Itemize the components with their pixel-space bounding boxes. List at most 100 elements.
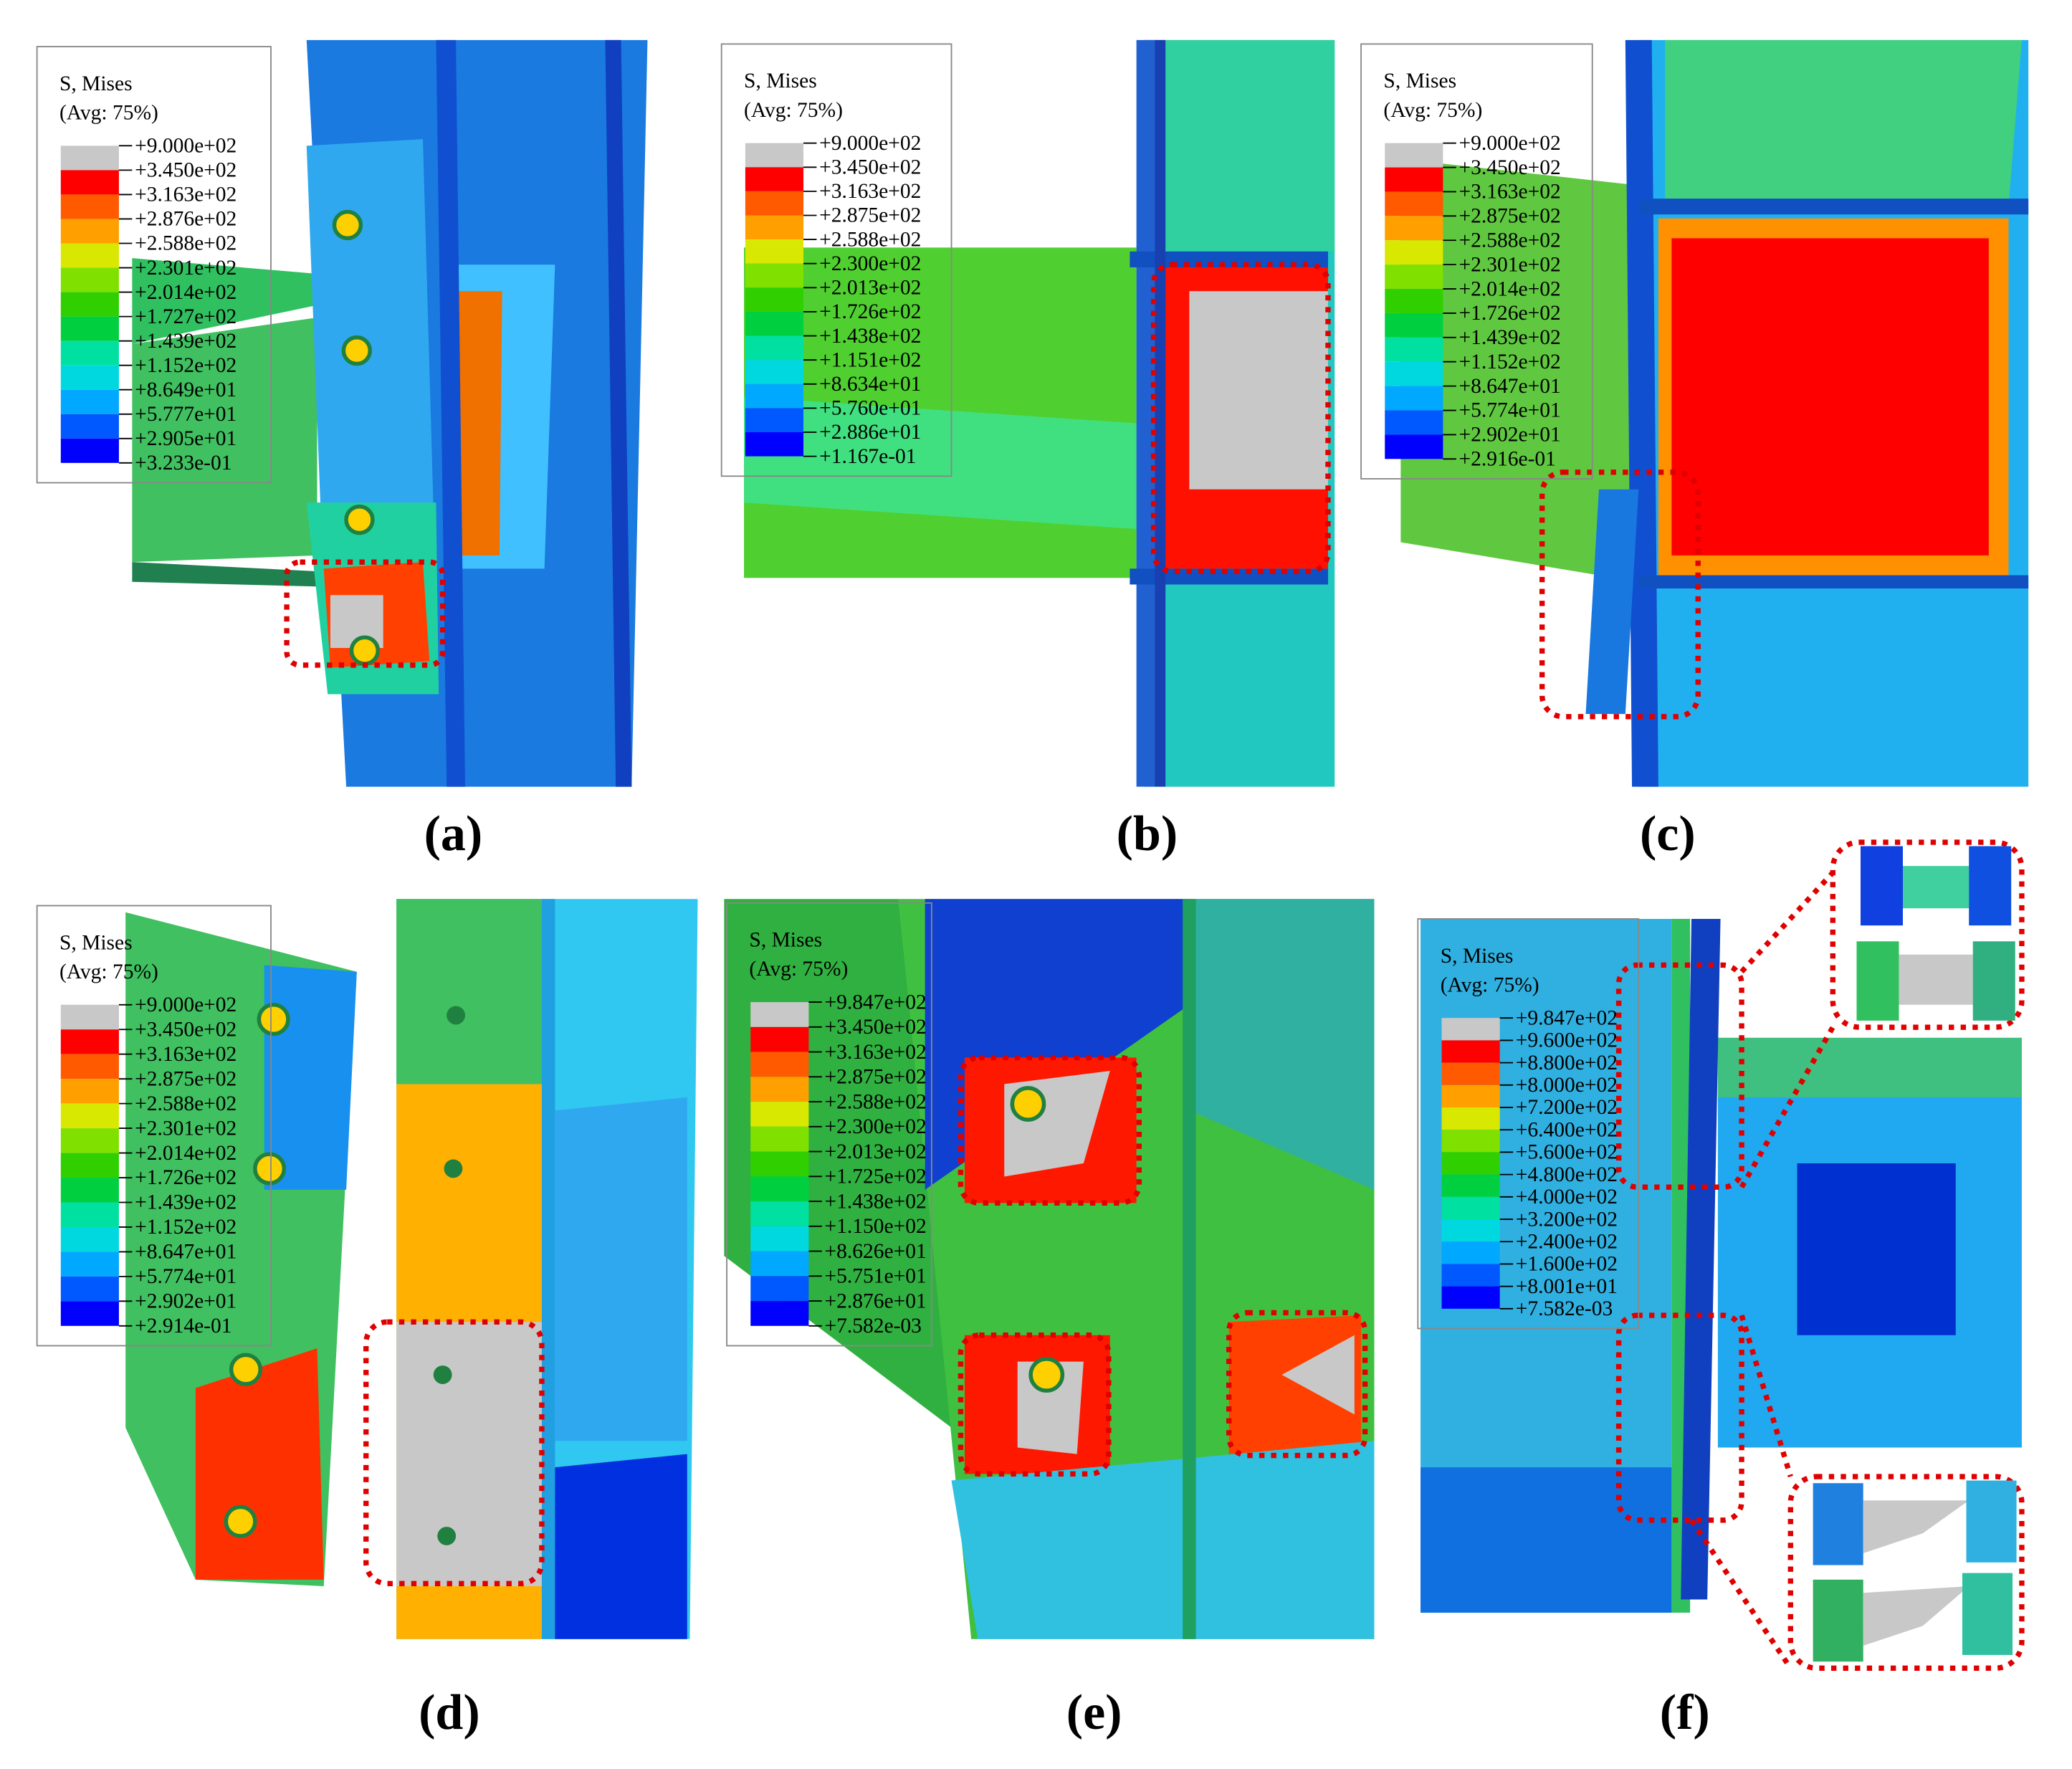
legend-tick-label: +8.649e+01 [135,378,237,401]
legend-tick-label: +3.450e+02 [1459,156,1561,179]
legend-subtitle: (Avg: 75%) [744,99,843,122]
legend-title: S, Mises [1441,945,1514,968]
legend-tick-label: +5.774e+01 [135,1265,237,1288]
legend-tick-label: +3.163e+02 [819,180,921,203]
legend-band [750,1102,809,1127]
legend-band [745,360,803,384]
legend-box [36,905,272,1347]
legend-tick-label: +2.914e-01 [135,1315,231,1338]
legend-tick-label: +2.876e+01 [825,1289,927,1312]
legend-tick-label: +1.152e+02 [135,354,237,377]
legends: S, Mises(Avg: 75%)+9.000e+02+3.450e+02+3… [36,43,1710,1740]
legend-tick-label: +1.726e+02 [135,1166,237,1189]
legend-band [60,267,119,292]
legend-band [745,432,803,457]
legend-tick-label: +2.588e+02 [825,1090,927,1113]
panel-label: (a) [424,806,483,862]
legend-tick-label: +2.588e+02 [819,228,921,251]
legend-tick-label: +2.876e+02 [135,208,237,231]
legend-tick-label: +1.727e+02 [135,305,237,328]
panel-label: (b) [1117,806,1178,862]
legend-band [60,316,119,341]
legend-band [1441,1219,1500,1242]
legend-tick-label: +9.847e+02 [825,991,927,1014]
legend-band [750,1052,809,1077]
legend-band [60,292,119,317]
legend-band [745,263,803,288]
legend-tick-label: +2.905e+01 [135,427,237,450]
legend-tick-label: +1.150e+02 [825,1215,927,1238]
legend-tick-label: +1.151e+02 [819,348,921,371]
legend-band [750,1077,809,1102]
legend-tick-label: +1.726e+02 [1459,302,1561,325]
legend-tick-label: +1.438e+02 [825,1190,927,1213]
legend-band [60,1178,119,1203]
legend-band [1441,1040,1500,1063]
legend-band [60,340,119,366]
legend-tick-label: +3.163e+02 [1459,181,1561,204]
legend-band [1441,1018,1500,1041]
legend-box [36,46,272,484]
legend-band [750,1026,809,1052]
legend-tick-label: +7.200e+02 [1516,1096,1618,1119]
legend-band [1385,410,1443,435]
legend-tick-label: +6.400e+02 [1516,1118,1618,1141]
legend-tick-label: +2.875e+02 [819,204,921,227]
legend-band [1441,1062,1500,1085]
legend-band [745,311,803,336]
legend-tick-label: +2.875e+02 [135,1067,237,1090]
legend-band [60,389,119,414]
legend-band [1385,361,1443,386]
legend-band [1441,1286,1500,1309]
legend-band [60,146,119,171]
legend-band [750,1151,809,1177]
panel-label: (e) [1066,1685,1122,1740]
legend-tick-label: +2.875e+02 [1459,205,1561,228]
legend-band [1385,191,1443,216]
legend-band [60,1276,119,1302]
legend-tick-label: +5.760e+01 [819,397,921,420]
legend-band [745,239,803,264]
legend-box [720,43,953,477]
legend-band [1385,289,1443,313]
legend-tick-label: +8.634e+01 [819,373,921,396]
legend-band [1441,1241,1500,1264]
legend-band [750,1126,809,1152]
legend-band [60,1251,119,1277]
legend-tick-label: +9.000e+02 [135,135,237,158]
legend-tick-label: +8.000e+02 [1516,1074,1618,1097]
legend-band [60,1079,119,1104]
legend-tick-label: +2.301e+02 [1459,253,1561,276]
legend-tick-label: +1.152e+02 [1459,351,1561,373]
legend-subtitle: (Avg: 75%) [59,101,158,124]
legend-band [745,191,803,216]
legend-tick-label: +1.167e-01 [819,445,916,468]
legend-tick-label: +8.647e+01 [135,1241,237,1264]
legend-tick-label: +2.902e+01 [135,1290,237,1313]
legend-tick-label: +3.450e+02 [825,1016,927,1039]
legend-band [1441,1107,1500,1130]
legend-tick-label: +1.439e+02 [1459,326,1561,349]
legend-band [750,1002,809,1027]
legend-band [750,1301,809,1326]
legend-tick-label: +8.647e+01 [1459,375,1561,398]
scene-e [724,899,1375,1639]
legend-subtitle: (Avg: 75%) [59,960,158,983]
legend-band [60,1103,119,1129]
legend-band [1441,1152,1500,1175]
legend-tick-label: +3.450e+02 [135,1018,237,1041]
legend-tick-label: +1.600e+02 [1516,1253,1618,1276]
legend-tick-label: +2.400e+02 [1516,1230,1618,1253]
legend-band [60,438,119,463]
legend-band [1385,313,1443,338]
legend-band [745,287,803,312]
legend-band [60,194,119,219]
legend-band [60,170,119,195]
legend-band [1441,1174,1500,1197]
legend-band [60,1054,119,1079]
panel-label: (d) [419,1685,480,1740]
legend-title: S, Mises [749,929,822,952]
legend-tick-label: +5.600e+02 [1516,1141,1618,1164]
legend-title: S, Mises [59,72,133,95]
legend-tick-label: +2.300e+02 [825,1115,927,1138]
